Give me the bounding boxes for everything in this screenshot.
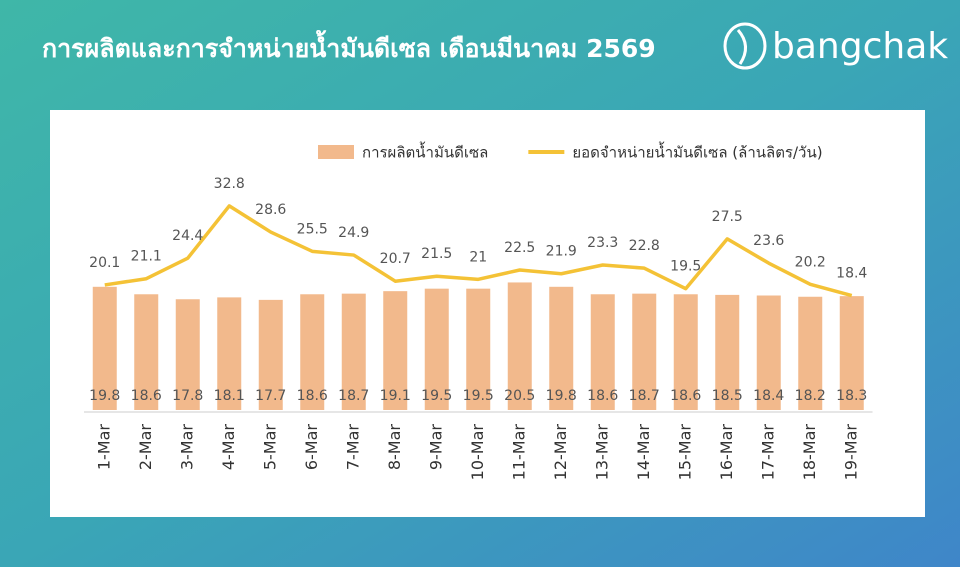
bar [715,294,740,410]
bar-value-label: 18.6 [297,388,328,404]
x-tick-label: 5-Mar [260,424,279,471]
bar [549,286,574,410]
x-tick-label: 2-Mar [136,424,155,471]
x-tick-label: 6-Mar [302,424,321,471]
bar [134,294,159,410]
bar-value-label: 17.8 [172,388,203,404]
x-tick-label: 19-Mar [841,424,860,481]
x-tick-label: 7-Mar [343,424,362,471]
bar [839,296,864,410]
bar-value-label: 18.6 [587,388,618,404]
bar [590,294,615,410]
bar-value-label: 19.8 [89,388,120,404]
line-value-label: 20.2 [795,254,826,270]
brand: bangchak [772,26,948,67]
legend-swatch [318,145,354,159]
bar [632,293,657,410]
x-tick-label: 3-Mar [177,424,196,471]
bar-value-label: 19.8 [546,388,577,404]
x-tick-label: 10-Mar [468,424,487,481]
page-title: การผลิตและการจำหน่ายน้ำมันดีเซล เดือนมีน… [42,29,656,63]
line-value-label: 24.4 [172,228,203,244]
logo: bangchak [723,22,948,70]
line-value-label: 21.5 [421,246,452,262]
line-value-label: 20.7 [380,251,411,267]
logo-icon-curve [736,29,747,65]
bar [217,297,242,410]
bar [507,282,532,410]
bar [424,288,449,410]
bar-value-label: 18.5 [712,388,743,404]
line-value-label: 25.5 [297,221,328,237]
line-value-label: 22.8 [629,238,660,254]
x-tick-label: 11-Mar [509,424,528,481]
logo-icon [723,22,767,70]
bar [92,286,117,410]
line-value-label: 22.5 [504,240,535,256]
bar [673,294,698,410]
line-value-label: 23.3 [587,235,618,251]
legend-label: การผลิตน้ำมันดีเซล [362,142,488,162]
x-tick-label: 14-Mar [634,424,653,481]
bar [798,296,823,410]
bar-value-label: 18.4 [753,388,784,404]
line-value-label: 21.1 [131,249,162,265]
bar [466,288,491,410]
line-value-label: 32.8 [214,176,245,192]
legend-label: ยอดจำหน่ายน้ำมันดีเซล (ล้านลิตร/วัน) [572,142,822,162]
x-tick-label: 12-Mar [551,424,570,481]
bar [300,294,325,410]
bar [341,293,366,410]
bar-value-label: 18.3 [836,388,867,404]
x-tick-label: 4-Mar [219,424,238,471]
x-tick-label: 15-Mar [675,424,694,481]
bar-value-label: 20.5 [504,388,535,404]
line-value-label: 21 [469,249,487,265]
bar [258,299,283,410]
x-tick-label: 13-Mar [592,424,611,481]
bar [756,295,781,410]
x-tick-label: 18-Mar [800,424,819,481]
bar-value-label: 17.7 [255,388,286,404]
line-value-label: 23.6 [753,233,784,249]
bar-value-label: 18.6 [670,388,701,404]
line-value-label: 28.6 [255,202,286,218]
bar-value-label: 18.7 [338,388,369,404]
line-value-label: 20.1 [89,255,120,271]
x-tick-label: 9-Mar [426,424,445,471]
bar-value-label: 18.7 [629,388,660,404]
x-tick-label: 1-Mar [94,424,113,471]
bar-value-label: 18.2 [795,388,826,404]
x-tick-label: 8-Mar [385,424,404,471]
bar-value-label: 18.1 [214,388,245,404]
line-value-label: 19.5 [670,259,701,275]
line-value-label: 24.9 [338,225,369,241]
x-tick-label: 16-Mar [717,424,736,481]
bar [383,291,408,410]
bar [175,299,200,410]
bar-value-label: 19.5 [463,388,494,404]
x-tick-label: 17-Mar [758,424,777,481]
line-value-label: 27.5 [712,209,743,225]
line-value-label: 21.9 [546,244,577,260]
line-value-label: 18.4 [836,266,867,282]
bar-value-label: 19.1 [380,388,411,404]
bar-value-label: 19.5 [421,388,452,404]
line [104,204,853,298]
bar-value-label: 18.6 [131,388,162,404]
